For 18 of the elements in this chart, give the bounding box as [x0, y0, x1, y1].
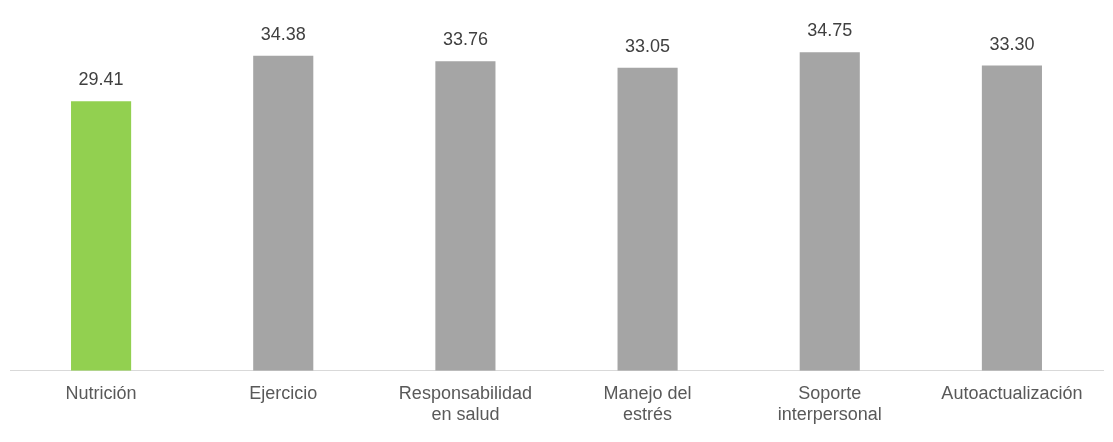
- data-label: 34.75: [807, 20, 853, 41]
- bar: [617, 67, 678, 371]
- data-label: 33.30: [989, 33, 1035, 54]
- data-label: 33.05: [625, 35, 671, 56]
- bar: [799, 52, 860, 371]
- x-tick-label: Manejo del estrés: [603, 382, 692, 425]
- data-label: 33.76: [442, 29, 488, 50]
- data-label: 29.41: [78, 69, 124, 90]
- bar: [435, 61, 496, 371]
- x-tick-label: Nutrición: [65, 382, 137, 403]
- x-tick-label: Soporte interpersonal: [777, 382, 882, 425]
- x-tick-label: Responsabilidad en salud: [398, 382, 532, 425]
- bar: [253, 55, 314, 371]
- bar: [71, 101, 132, 371]
- data-label: 34.38: [260, 23, 306, 44]
- x-tick-label: Ejercicio: [249, 382, 318, 403]
- bar: [981, 65, 1042, 371]
- x-tick-label: Autoactualización: [941, 382, 1083, 403]
